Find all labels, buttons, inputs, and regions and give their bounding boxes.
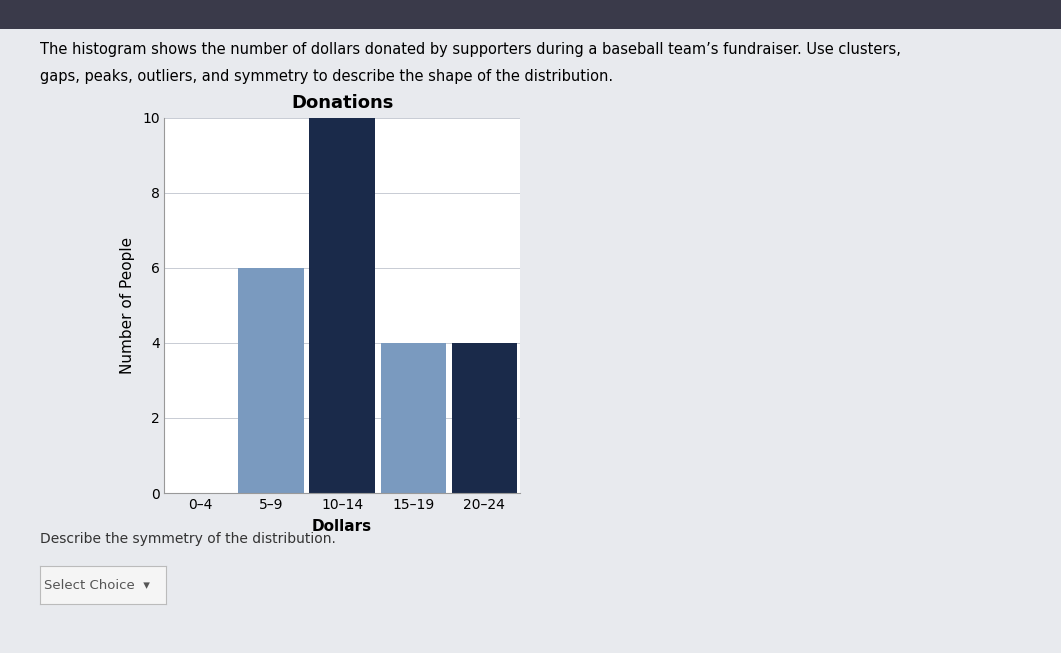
Title: Donations: Donations <box>291 94 394 112</box>
Text: Select Choice  ▾: Select Choice ▾ <box>44 579 150 592</box>
Text: The histogram shows the number of dollars donated by supporters during a basebal: The histogram shows the number of dollar… <box>40 42 901 57</box>
Text: gaps, peaks, outliers, and symmetry to describe the shape of the distribution.: gaps, peaks, outliers, and symmetry to d… <box>40 69 613 84</box>
Bar <box>239 268 303 493</box>
Bar <box>381 343 446 493</box>
Bar <box>310 118 375 493</box>
Y-axis label: Number of People: Number of People <box>120 237 135 374</box>
Bar <box>452 343 517 493</box>
Text: Describe the symmetry of the distribution.: Describe the symmetry of the distributio… <box>40 532 336 546</box>
X-axis label: Dollars: Dollars <box>312 519 372 534</box>
